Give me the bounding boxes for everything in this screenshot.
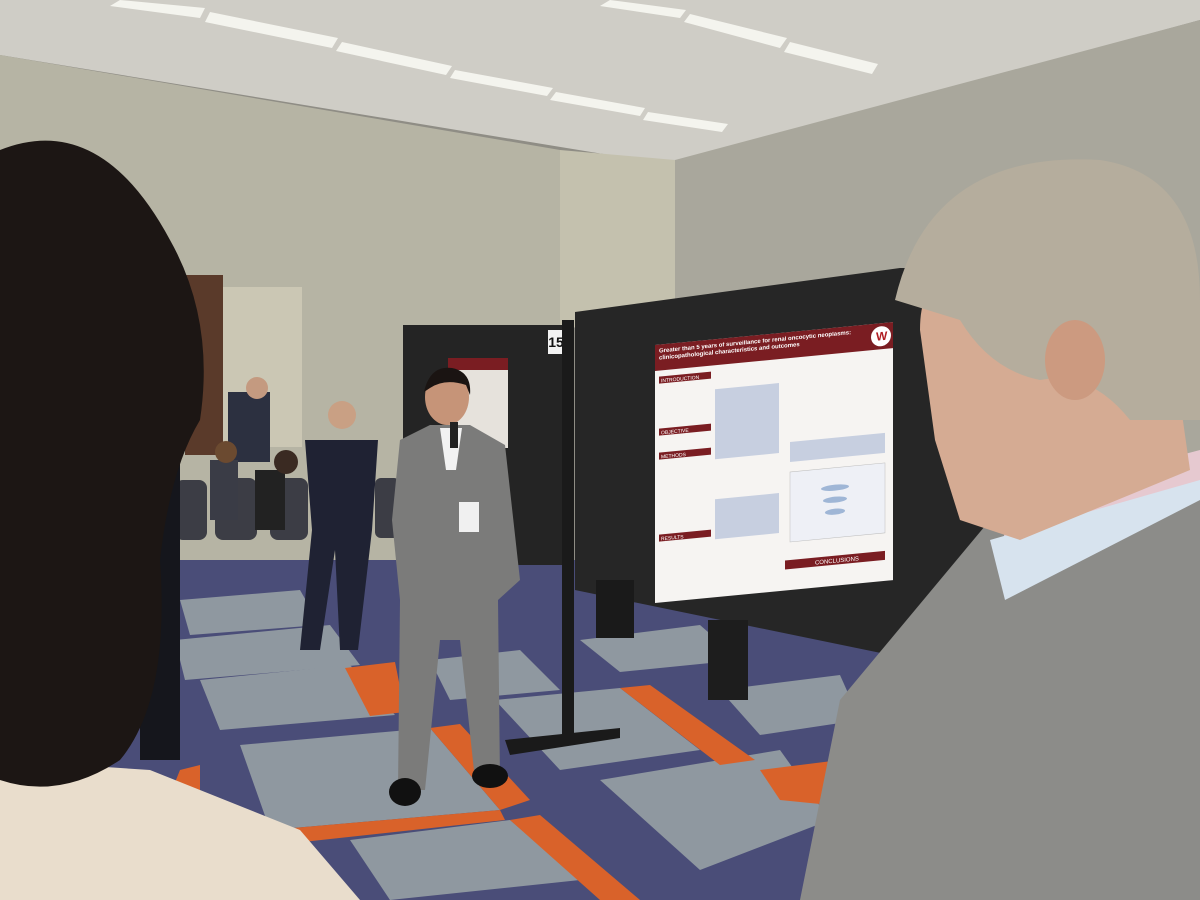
section-bar <box>659 529 711 542</box>
violin <box>825 508 845 515</box>
head <box>246 377 268 399</box>
hair <box>895 159 1200 420</box>
ceiling-lights <box>110 0 878 132</box>
poster-header <box>655 322 893 371</box>
carpet-tile <box>240 728 500 830</box>
section-bar <box>659 447 711 460</box>
data-table <box>790 432 885 463</box>
lanyard <box>990 480 1200 600</box>
section-bar <box>785 550 885 570</box>
foreground-man <box>800 159 1200 900</box>
carpet-tile <box>180 590 320 635</box>
section-heading: CONCLUSIONS <box>815 556 859 566</box>
section-heading: RESULTS <box>661 534 684 542</box>
data-table <box>715 383 779 460</box>
carpet-tile <box>495 688 700 770</box>
board-number-tag <box>548 330 564 354</box>
head <box>215 441 237 463</box>
head <box>328 401 356 429</box>
section-heading: METHODS <box>661 452 687 460</box>
poster: W Greater than 5 years of surveillance f… <box>655 322 893 603</box>
carpet-stripe <box>760 760 840 805</box>
person <box>300 440 378 650</box>
carpet-tile <box>200 665 395 730</box>
violin-plot <box>821 484 849 515</box>
section-heading: OBJECTIVE <box>661 428 689 437</box>
ear <box>1045 320 1105 400</box>
board-number: 15 <box>548 334 564 350</box>
head <box>274 450 298 474</box>
shoe <box>472 764 508 788</box>
legs <box>708 620 748 700</box>
carpet-tile <box>720 675 860 735</box>
light <box>450 70 553 96</box>
microphone <box>450 422 458 448</box>
section-bar <box>659 371 711 384</box>
foreground-woman <box>0 140 360 900</box>
data-table <box>715 493 779 540</box>
violin <box>821 484 849 491</box>
legs <box>596 580 634 638</box>
shoe <box>389 778 421 806</box>
hair <box>0 140 204 787</box>
back-poster-header <box>448 358 508 370</box>
chair <box>175 480 207 540</box>
section-bar <box>659 423 711 436</box>
person <box>255 470 285 530</box>
light <box>784 42 878 74</box>
badge <box>459 502 479 532</box>
board-post <box>562 320 574 740</box>
carpet-stripe <box>620 685 755 765</box>
figure <box>789 462 886 543</box>
carpet-tile <box>350 820 580 900</box>
carpet-pattern <box>160 590 860 900</box>
light <box>684 14 787 48</box>
pillar <box>560 150 675 330</box>
university-logo <box>871 326 891 347</box>
light <box>643 112 728 132</box>
section-heading: INTRODUCTION <box>661 375 700 385</box>
board-foot <box>505 728 620 755</box>
carpet-stripe <box>345 662 405 716</box>
light <box>110 0 205 18</box>
person <box>210 460 238 520</box>
coat <box>0 760 360 900</box>
hair <box>424 367 471 395</box>
gray-suit <box>392 425 520 790</box>
light <box>336 42 452 75</box>
light <box>205 12 338 48</box>
suit-jacket <box>800 470 1200 900</box>
carpet-stripe <box>270 810 505 845</box>
light <box>550 92 645 116</box>
light <box>600 0 686 18</box>
carpet-stripe <box>510 815 640 900</box>
presenter <box>389 367 520 806</box>
logo-letter: W <box>876 329 888 344</box>
violin <box>823 496 847 503</box>
